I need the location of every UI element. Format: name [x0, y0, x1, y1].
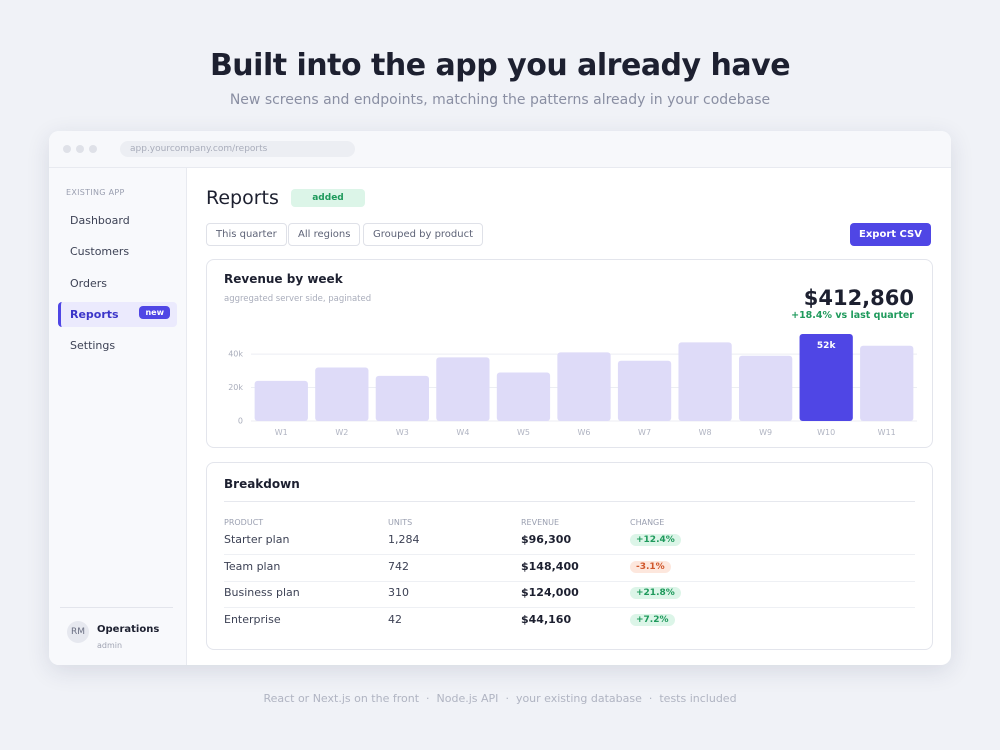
- user-role: admin: [97, 641, 123, 650]
- table-cell: $44,160: [521, 613, 572, 627]
- bar: [254, 380, 308, 421]
- nav-item[interactable]: Dashboard: [58, 208, 177, 233]
- chart-subtitle: aggregated server side, paginated: [224, 294, 371, 304]
- footer-item: Node.js API: [419, 692, 498, 705]
- x-tick-label: W1: [275, 428, 288, 437]
- bar: [860, 345, 914, 421]
- url-bar[interactable]: app.yourcompany.com/reports: [120, 141, 355, 157]
- divider: [60, 607, 173, 608]
- avatar[interactable]: RM: [67, 621, 89, 643]
- x-tick-label: W4: [456, 428, 469, 437]
- table-cell: Team plan: [224, 559, 281, 573]
- value-label: 52k: [817, 341, 837, 351]
- table-cell: Starter plan: [224, 533, 290, 546]
- column-header: UNITS: [388, 518, 413, 527]
- bar: [496, 372, 551, 421]
- bar: [617, 360, 672, 421]
- change-pill: +12.4%: [630, 534, 681, 546]
- filter-chip[interactable]: All regions: [288, 223, 361, 246]
- sidebar: EXISTING APP RM Operations admin Dashboa…: [49, 168, 187, 665]
- nav-item[interactable]: Settings: [58, 333, 177, 358]
- x-tick-label: W2: [335, 428, 348, 437]
- x-tick-label: W3: [396, 428, 409, 437]
- x-tick-label: W7: [638, 428, 651, 437]
- total: $412,860: [804, 286, 914, 310]
- x-tick-label: W10: [817, 428, 835, 437]
- chart-title: Revenue by week: [224, 272, 344, 286]
- nav-item[interactable]: Customers: [58, 239, 177, 264]
- nav-label: Customers: [70, 245, 130, 259]
- breakdown-title: Breakdown: [224, 477, 300, 491]
- table-cell: Business plan: [224, 586, 300, 600]
- bar: [375, 375, 430, 421]
- bar: [738, 355, 793, 421]
- bar: [315, 367, 369, 421]
- row-divider: [224, 607, 915, 609]
- filter-chip[interactable]: This quarter: [206, 223, 287, 246]
- nav-item[interactable]: Reports new: [58, 301, 177, 327]
- nav-label: Orders: [70, 276, 107, 290]
- x-tick-label: W5: [517, 428, 530, 437]
- change-pill: +7.2%: [630, 614, 675, 627]
- footer: React or Next.js on the frontNode.js API…: [0, 692, 1000, 705]
- window-dot: [89, 145, 97, 153]
- x-tick-label: W9: [759, 428, 772, 437]
- x-tick-label: W6: [578, 428, 591, 437]
- table-cell: $148,400: [521, 559, 579, 573]
- window-dot: [76, 145, 84, 153]
- x-tick-label: W11: [878, 428, 896, 437]
- bar: [678, 342, 732, 421]
- column-header: REVENUE: [521, 518, 560, 527]
- export-button[interactable]: Export CSV: [850, 223, 931, 246]
- chart: Revenue by week aggregated server side, …: [224, 272, 917, 437]
- table-cell: 1,284: [388, 533, 420, 546]
- window-dot: [63, 145, 71, 153]
- table-cell: $124,000: [521, 586, 579, 600]
- y-tick-label: 20k: [228, 383, 243, 392]
- divider: [224, 501, 915, 502]
- nav-item[interactable]: Orders: [58, 271, 177, 296]
- table-cell: $96,300: [521, 533, 572, 546]
- table-cell: Enterprise: [224, 613, 281, 627]
- footer-item: React or Next.js on the front: [263, 692, 420, 705]
- nav-badge: new: [139, 305, 170, 319]
- bar: [557, 352, 611, 421]
- y-tick-label: 40k: [228, 350, 243, 359]
- column-header: PRODUCT: [224, 518, 264, 527]
- status-badge: added: [291, 189, 365, 207]
- nav-label: Dashboard: [70, 214, 130, 227]
- section-label: EXISTING APP: [66, 188, 125, 197]
- change-pill: +21.8%: [630, 587, 681, 600]
- table-cell: 42: [388, 613, 402, 627]
- bar: [799, 334, 853, 421]
- page-title: Reports: [206, 187, 279, 209]
- chart-card: Revenue by week aggregated server side, …: [206, 259, 933, 448]
- subheadline: New screens and endpoints, matching the …: [229, 92, 771, 108]
- nav-label: Reports: [70, 307, 119, 321]
- filter-chip[interactable]: Grouped by product: [363, 223, 484, 246]
- total-change: +18.4% vs last quarter: [791, 310, 914, 321]
- bar: [436, 357, 490, 421]
- column-header: CHANGE: [630, 518, 665, 527]
- nav-label: Settings: [70, 339, 116, 353]
- change-pill: -3.1%: [630, 560, 671, 573]
- table-cell: 310: [388, 586, 409, 600]
- browser-bar: app.yourcompany.com/reports: [49, 131, 951, 168]
- table-cell: 742: [388, 559, 409, 573]
- x-tick-label: W8: [699, 428, 712, 437]
- footer-item: your existing database: [498, 692, 641, 705]
- footer-item: tests included: [642, 692, 737, 705]
- y-tick-label: 0: [238, 417, 243, 426]
- breakdown-card: Breakdown PRODUCT UNITS REVENUE CHANGE Start…: [206, 462, 933, 650]
- headline: Built into the app you already have: [209, 48, 791, 83]
- row-divider: [224, 580, 915, 582]
- user-name: Operations: [97, 624, 160, 635]
- row-divider: [224, 554, 915, 555]
- app-window: app.yourcompany.com/reports EXISTING APP…: [49, 131, 951, 665]
